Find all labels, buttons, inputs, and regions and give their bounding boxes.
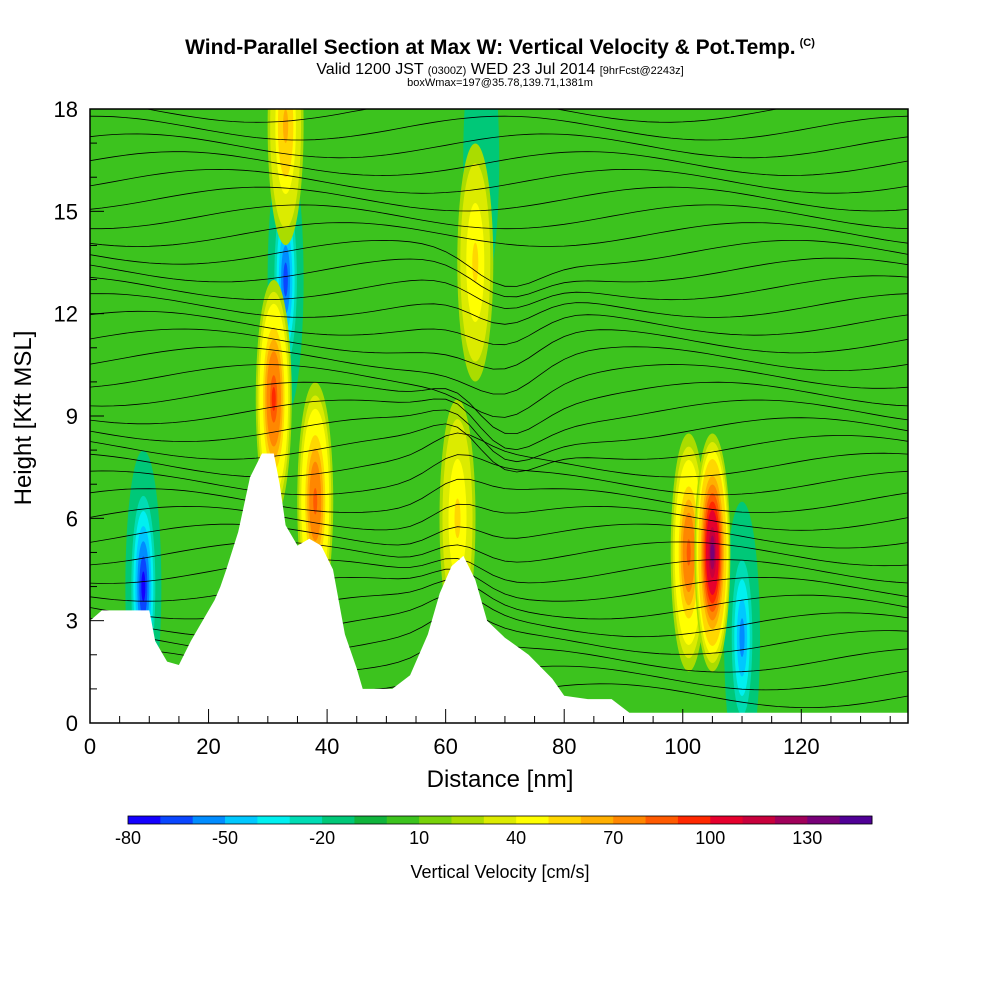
colorbar-frame bbox=[127, 815, 873, 825]
colorbar-swatch bbox=[839, 816, 873, 824]
colorbar-swatch bbox=[742, 816, 776, 824]
x-tick-label: 0 bbox=[84, 734, 96, 759]
copyright-mark: (C) bbox=[799, 37, 815, 49]
updraft-contour bbox=[454, 498, 461, 539]
x-tick-label: 40 bbox=[315, 734, 339, 759]
y-tick-label: 12 bbox=[54, 302, 78, 327]
downdraft-contour bbox=[283, 262, 288, 297]
isentrope-line bbox=[90, 478, 908, 513]
terrain bbox=[90, 453, 908, 723]
x-axis-label: Distance [nm] bbox=[426, 766, 574, 793]
colorbar-tick-label: -20 bbox=[309, 828, 335, 848]
updraft-contour bbox=[686, 539, 691, 566]
colorbar-tick-label: 40 bbox=[506, 828, 526, 848]
axes: 0 20 40 60 80 100 120 0 3 6 9 12 15 18 bbox=[54, 97, 909, 759]
isentrope-line bbox=[90, 168, 908, 194]
isentrope-line bbox=[90, 398, 908, 451]
isentrope-line bbox=[90, 409, 908, 463]
colorbar-swatch bbox=[225, 816, 258, 824]
isentrope-line bbox=[90, 151, 908, 176]
isentrope-line bbox=[90, 275, 908, 309]
isentrope-line bbox=[90, 186, 908, 212]
x-tick-label: 20 bbox=[196, 734, 220, 759]
box-wmax-info: boxWmax=197@35.78,139.71,1381m bbox=[407, 77, 593, 89]
colorbar-swatch bbox=[807, 816, 841, 824]
isentrope-line bbox=[90, 115, 908, 141]
y-tick-label: 15 bbox=[54, 199, 78, 224]
colorbar-swatch bbox=[322, 816, 355, 824]
updraft-contour bbox=[472, 242, 479, 283]
downdraft-contour bbox=[739, 618, 745, 658]
colorbar-swatch bbox=[548, 816, 582, 824]
updraft-contour bbox=[271, 387, 276, 411]
isentrope-line bbox=[90, 423, 908, 473]
colorbar-swatch bbox=[192, 816, 226, 824]
isentrope-line bbox=[90, 523, 908, 549]
x-tick-label: 120 bbox=[783, 734, 820, 759]
isentrope-line bbox=[90, 432, 908, 478]
x-tick-label: 80 bbox=[552, 734, 576, 759]
colorbar: -80 -50 -20 10 40 70 100 130 bbox=[115, 815, 873, 848]
y-tick-label: 9 bbox=[66, 404, 78, 429]
y-tick-label: 0 bbox=[66, 711, 78, 736]
isentrope-line bbox=[90, 328, 908, 370]
colorbar-swatch bbox=[451, 816, 485, 824]
colorbar-tick-label: -50 bbox=[212, 828, 238, 848]
chart-title: Wind-Parallel Section at Max W: Vertical… bbox=[0, 36, 1000, 60]
isentrope-line bbox=[90, 381, 908, 435]
x-tick-label: 100 bbox=[664, 734, 701, 759]
isentrope-line bbox=[90, 364, 908, 418]
isentrope-line bbox=[90, 541, 908, 567]
isentrope-line bbox=[90, 257, 908, 298]
colorbar-swatch bbox=[516, 816, 550, 824]
colorbar-tick-label: 130 bbox=[792, 828, 822, 848]
colorbar-swatch bbox=[580, 816, 614, 824]
colorbar-tick-label: 10 bbox=[409, 828, 429, 848]
colorbar-swatch bbox=[128, 816, 161, 824]
updraft-contour bbox=[710, 543, 715, 561]
downdraft-contour bbox=[141, 571, 146, 602]
colorbar-swatch bbox=[419, 816, 452, 824]
colorbar-swatch bbox=[645, 816, 679, 824]
isentrope-line bbox=[90, 133, 908, 159]
isentrope-line bbox=[90, 293, 908, 325]
chart-subtitle: Valid 1200 JST (0300Z) WED 23 Jul 2014 [… bbox=[0, 61, 1000, 79]
title-text: Wind-Parallel Section at Max W: Vertical… bbox=[185, 36, 796, 59]
forecast-info: [9hrFcst@2243z] bbox=[599, 65, 684, 77]
colorbar-swatch bbox=[160, 816, 194, 824]
isentrope-line bbox=[90, 239, 908, 287]
colorbar-swatch bbox=[710, 816, 744, 824]
isentrope-line bbox=[144, 109, 779, 123]
isentrope-line bbox=[90, 310, 908, 346]
isentrope-line bbox=[90, 346, 908, 395]
valid-time: Valid 1200 JST bbox=[316, 61, 424, 78]
colorbar-swatch bbox=[257, 816, 291, 824]
colorbar-swatch bbox=[774, 816, 808, 824]
isentrope-line bbox=[90, 558, 908, 584]
plot-area bbox=[90, 109, 908, 723]
y-tick-label: 3 bbox=[66, 609, 78, 634]
colorbar-swatch bbox=[483, 816, 517, 824]
y-axis-label: Height [Kft MSL] bbox=[10, 330, 37, 506]
updraft-contour bbox=[283, 109, 289, 144]
colorbar-tick-label: 70 bbox=[603, 828, 623, 848]
y-tick-label: 18 bbox=[54, 97, 78, 122]
isentrope-line bbox=[90, 503, 908, 531]
isentrope-line bbox=[90, 222, 908, 247]
colorbar-swatch bbox=[613, 816, 647, 824]
isentrope-line bbox=[90, 204, 908, 230]
colorbar-tick-label: -80 bbox=[115, 828, 141, 848]
colorbar-swatch bbox=[354, 816, 388, 824]
valid-date: WED 23 Jul 2014 bbox=[470, 61, 596, 78]
utc-time: (0300Z) bbox=[427, 65, 467, 77]
colorbar-swatch bbox=[677, 816, 711, 824]
colorbar-tick-label: 100 bbox=[695, 828, 725, 848]
colorbar-label: Vertical Velocity [cm/s] bbox=[410, 862, 590, 882]
y-tick-label: 6 bbox=[66, 506, 78, 531]
colorbar-swatch bbox=[386, 816, 420, 824]
colorbar-swatch bbox=[289, 816, 323, 824]
x-tick-label: 60 bbox=[433, 734, 457, 759]
